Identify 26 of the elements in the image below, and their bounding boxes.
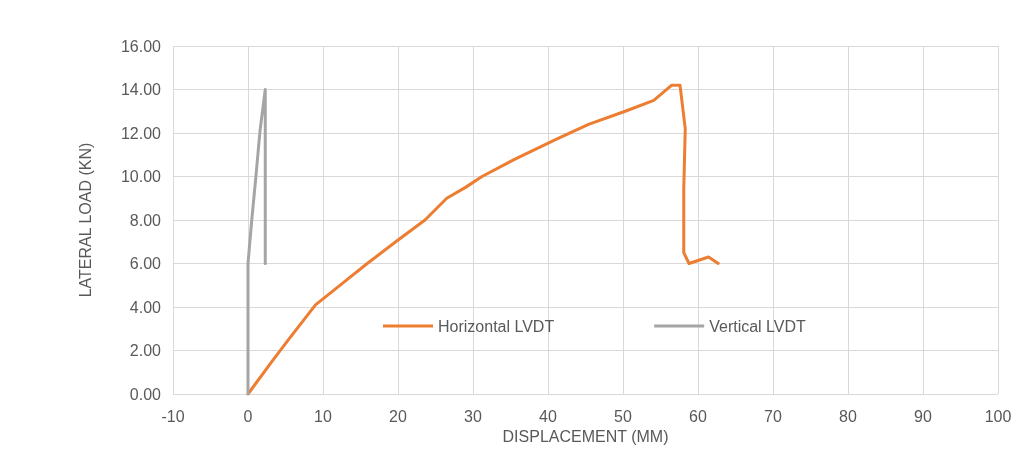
x-tick-label: 80 [839, 407, 857, 425]
line-series [246, 88, 267, 396]
x-tick-label: 90 [914, 407, 932, 425]
x-tick-label: 50 [614, 407, 632, 425]
x-tick-label: 30 [464, 407, 482, 425]
x-axis-title: DISPLACEMENT (MM) [502, 428, 669, 446]
x-tick-label: 0 [243, 407, 253, 425]
x-tick-label: -10 [161, 407, 185, 425]
y-tick-label: 2.00 [129, 342, 162, 359]
x-tick-label: 70 [764, 407, 782, 425]
y-tick-label: 12.00 [120, 124, 162, 142]
y-tick-label: 8.00 [129, 211, 162, 229]
legend-label: Horizontal LVDT [438, 317, 555, 335]
y-tick-label: 4.00 [129, 298, 162, 316]
y-tick-label: 0.00 [129, 385, 162, 403]
x-tick-label: 40 [539, 407, 557, 425]
legend-label: Vertical LVDT [709, 317, 807, 335]
x-tick-label: 60 [689, 407, 707, 425]
y-tick-label: 16.00 [120, 37, 162, 55]
y-tick-label: 14.00 [120, 81, 162, 98]
x-tick-label: 20 [389, 407, 407, 425]
y-tick-label: 10.00 [120, 168, 162, 185]
y-axis-title: LATERAL LOAD (KN) [76, 142, 94, 298]
x-tick-label: 10 [314, 407, 332, 425]
y-tick-label: 6.00 [129, 255, 162, 272]
x-tick-label: 100 [984, 407, 1012, 425]
